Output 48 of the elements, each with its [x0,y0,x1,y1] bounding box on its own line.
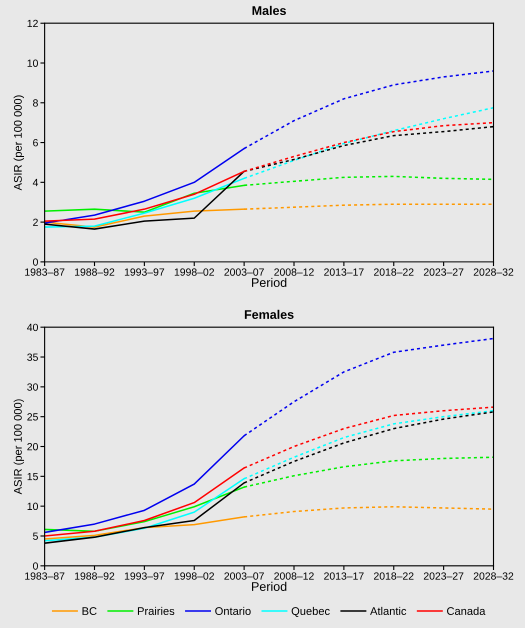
chart-title: Females [244,310,294,319]
y-tick-label: 25 [27,413,38,421]
x-tick-label: 1998–02 [174,572,214,580]
y-tick-label: 8 [33,99,38,107]
y-tick-label: 4 [32,178,38,186]
legend-label: Prairies [138,606,174,616]
x-tick-label: 2028–32 [474,572,514,580]
x-tick-label: 2008–12 [274,268,314,276]
chart-title: Males [252,6,286,16]
y-tick-label: 40 [27,324,38,332]
x-tick-label: 1993–97 [124,572,164,580]
legend-label: Quebec [292,606,330,617]
x-axis-title: Period [252,582,286,591]
legend-label: Atlantic [370,606,406,616]
x-tick-label: 1998–02 [174,268,214,276]
y-tick-label: 35 [27,354,38,361]
x-tick-label: 1983–87 [25,572,64,580]
y-tick-label: 6 [33,139,38,146]
y-tick-label: 12 [28,20,38,28]
x-tick-label: 1983–87 [25,268,64,276]
x-tick-label: 2003–07 [224,268,264,276]
y-axis-title: ASIR (per 100 000) [14,95,24,190]
y-tick-label: 20 [27,443,38,450]
y-tick-label: 0 [32,562,38,570]
x-tick-label: 1988–92 [75,572,114,580]
x-tick-label: 2023–27 [424,268,464,276]
y-tick-label: 10 [28,60,38,67]
y-tick-label: 5 [33,532,38,540]
y-tick-label: 15 [28,472,38,480]
x-axis-title: Period [252,278,286,288]
x-tick-label: 2018–22 [374,572,414,580]
y-tick-label: 0 [32,258,38,266]
x-tick-label: 2003–07 [224,572,264,580]
x-tick-label: 2018–22 [374,268,414,276]
x-tick-label: 1988–92 [75,268,114,276]
x-tick-label: 2013–17 [324,572,364,580]
x-tick-label: 2008–12 [274,572,314,580]
y-tick-label: 30 [27,383,38,391]
legend-label: BC [82,607,97,616]
x-tick-label: 2028–32 [474,268,514,276]
legend-label: Ontario [215,606,251,616]
y-axis-title: ASIR (per 100 000) [14,399,24,494]
x-tick-label: 1993–97 [124,268,164,276]
x-tick-label: 2023–27 [424,572,464,580]
x-tick-label: 2013–17 [324,268,364,276]
y-tick-label: 2 [33,218,38,226]
legend-label: Canada [447,606,486,616]
y-tick-label: 10 [28,502,38,510]
